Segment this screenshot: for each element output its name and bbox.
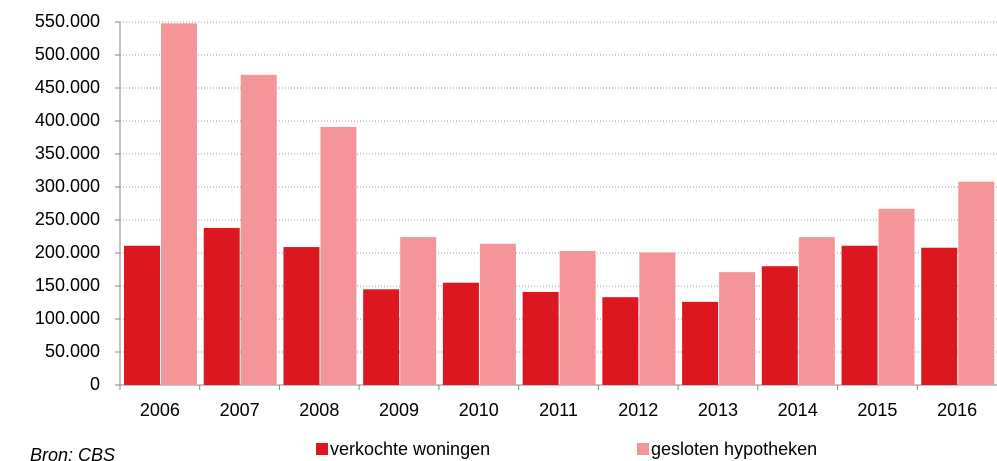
x-tick-label: 2016: [937, 400, 977, 420]
y-tick-label: 0: [90, 374, 100, 394]
bar: [878, 208, 915, 385]
x-tick-label: 2015: [857, 400, 897, 420]
y-tick-label: 100.000: [35, 308, 100, 328]
bar: [559, 251, 596, 385]
y-tick-label: 550.000: [35, 11, 100, 31]
x-tick-label: 2007: [220, 400, 260, 420]
legend-swatch: [637, 443, 649, 455]
x-tick-label: 2009: [379, 400, 419, 420]
y-tick-label: 300.000: [35, 176, 100, 196]
legend-swatch: [316, 443, 328, 455]
bar: [479, 243, 516, 385]
bar: [161, 23, 197, 385]
y-tick-label: 450.000: [35, 77, 100, 97]
bar: [921, 247, 958, 385]
legend-label: gesloten hypotheken: [651, 439, 817, 459]
y-tick-label: 500.000: [35, 44, 100, 64]
bar: [522, 291, 559, 385]
bar: [442, 282, 479, 385]
bar: [363, 289, 400, 385]
bar: [639, 252, 676, 385]
bar: [124, 245, 160, 385]
legend-label: verkochte woningen: [330, 439, 490, 459]
x-tick-label: 2010: [459, 400, 499, 420]
source-note: Bron: CBS: [30, 445, 115, 461]
bar: [400, 237, 437, 385]
x-tick-label: 2006: [140, 400, 180, 420]
y-tick-label: 400.000: [35, 110, 100, 130]
bar: [602, 297, 639, 385]
x-tick-label: 2011: [539, 400, 578, 420]
x-tick-label: 2008: [299, 400, 339, 420]
bar: [841, 245, 878, 385]
bar: [798, 237, 835, 385]
bar: [283, 247, 320, 385]
bar: [958, 181, 995, 385]
y-tick-label: 150.000: [35, 275, 100, 295]
bar: [682, 301, 719, 385]
bar: [320, 126, 357, 385]
x-tick-label: 2013: [698, 400, 738, 420]
bar: [761, 266, 798, 385]
bar: [719, 272, 756, 385]
y-tick-label: 50.000: [45, 341, 100, 361]
x-tick-label: 2014: [778, 400, 818, 420]
x-tick-label: 2012: [618, 400, 658, 420]
bar: [203, 227, 240, 385]
y-tick-label: 200.000: [35, 242, 100, 262]
y-tick-label: 350.000: [35, 143, 100, 163]
y-tick-label: 250.000: [35, 209, 100, 229]
bar: [240, 74, 277, 386]
